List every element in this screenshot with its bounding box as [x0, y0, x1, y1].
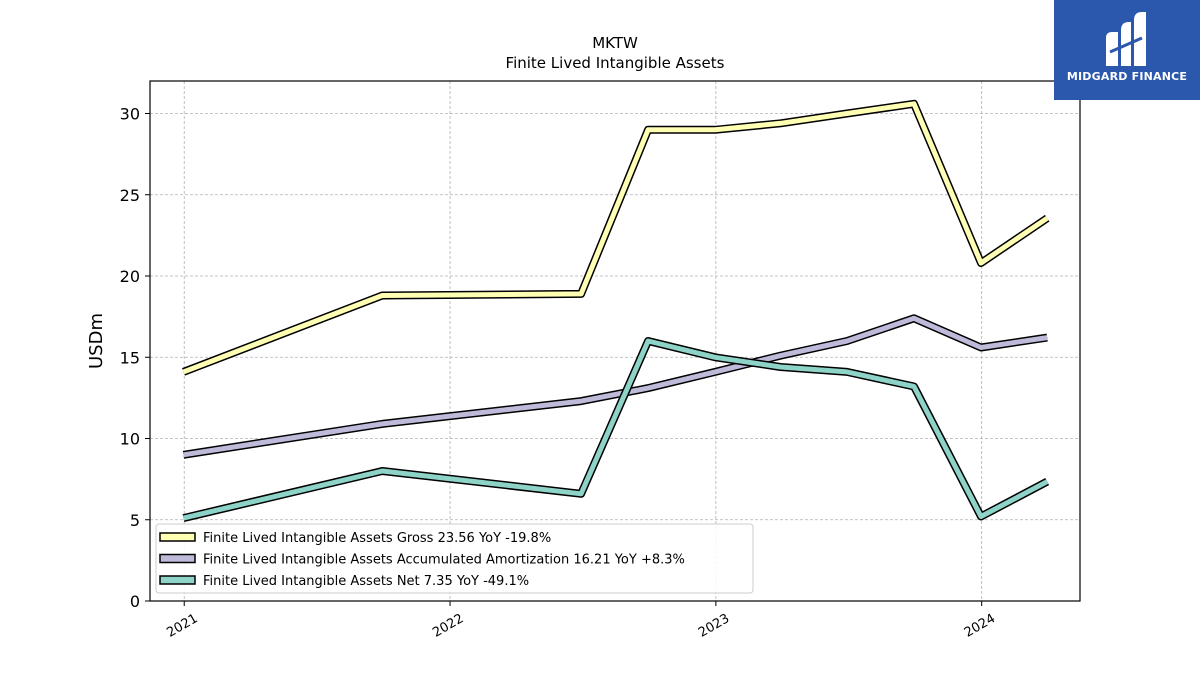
y-tick-label: 10 — [120, 430, 140, 449]
y-tick-label: 0 — [130, 592, 140, 611]
y-tick-label: 30 — [120, 105, 140, 124]
x-tick-label: 2021 — [164, 611, 200, 641]
brand-name: MIDGARD FINANCE — [1066, 70, 1188, 83]
y-tick-label: 5 — [130, 511, 140, 530]
x-tick-label: 2022 — [430, 611, 466, 641]
x-axis: 2021 2022 2023 2024 — [164, 601, 998, 641]
x-tick-label: 2024 — [962, 611, 998, 641]
series-line-1 — [182, 101, 1049, 375]
legend-label-2: Finite Lived Intangible Assets Accumulat… — [203, 553, 685, 568]
legend-box — [155, 523, 754, 594]
chart-title: MKTW — [592, 34, 638, 52]
series-outline-3 — [182, 337, 1050, 522]
y-axis: 0 5 10 15 20 25 30 — [120, 105, 150, 611]
y-axis-label: USDm — [86, 313, 107, 369]
y-tick-label: 25 — [120, 186, 140, 205]
legend-swatch-3 — [159, 575, 196, 585]
legend-label-1: Finite Lived Intangible Assets Gross 23.… — [203, 531, 551, 546]
chart-subtitle: Finite Lived Intangible Assets — [506, 54, 725, 72]
series-line-3 — [182, 338, 1049, 521]
y-tick-label: 15 — [120, 348, 140, 367]
series-outline-1 — [182, 99, 1050, 376]
midgard-logo-icon — [1106, 12, 1146, 66]
legend-label-3: Finite Lived Intangible Assets Net 7.35 … — [203, 574, 529, 589]
legend: Finite Lived Intangible Assets Gross 23.… — [155, 523, 754, 594]
legend-swatch-1 — [159, 532, 196, 542]
legend-swatch-2 — [159, 553, 196, 564]
plot-frame — [149, 80, 1081, 602]
y-tick-label: 20 — [120, 267, 140, 286]
brand-logo: MIDGARD FINANCE — [1054, 0, 1200, 100]
x-tick-label: 2023 — [696, 611, 732, 641]
series-lines — [182, 99, 1050, 522]
